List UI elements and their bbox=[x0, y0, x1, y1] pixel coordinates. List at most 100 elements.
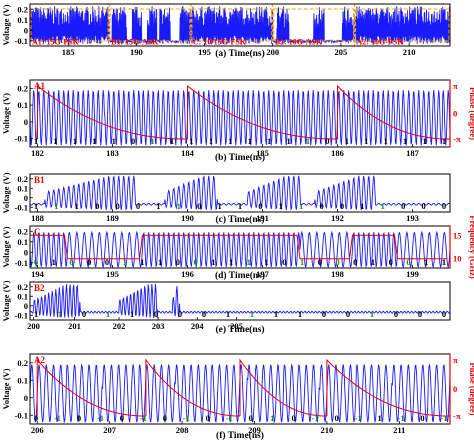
x-tick-label: 208 bbox=[176, 425, 189, 435]
bit-label: 1 bbox=[53, 136, 57, 146]
x-tick-label: 211 bbox=[393, 425, 405, 435]
bit-label: 0 bbox=[353, 257, 357, 267]
bit-label: -1 bbox=[140, 413, 147, 423]
x-tick-label: 193 bbox=[406, 213, 419, 223]
panel-caption: (e) Time(ns) bbox=[216, 324, 265, 335]
y-axis-label: Voltage (V) bbox=[1, 4, 11, 45]
bit-label: 1 bbox=[377, 413, 381, 423]
bit-label: 1 bbox=[158, 257, 162, 267]
bit-label: -1 bbox=[398, 413, 405, 423]
y-tick-label: 0.2 bbox=[17, 174, 28, 184]
bit-label: 1 bbox=[345, 136, 349, 146]
y-tick-label: 0 bbox=[24, 117, 28, 127]
x-tick-label: 209 bbox=[248, 425, 261, 435]
x-tick-label: 205 bbox=[335, 47, 348, 57]
y-tick-label: 0 bbox=[24, 25, 28, 35]
x-tick-label: 191 bbox=[256, 213, 269, 223]
bit-label: 0 bbox=[202, 309, 206, 319]
bit-label: 0 bbox=[87, 257, 91, 267]
segment-label: B2: 10G-ASK bbox=[275, 38, 323, 47]
bit-label: 1 bbox=[267, 136, 271, 146]
segment-box bbox=[30, 8, 109, 42]
bit-label: 0 bbox=[335, 257, 339, 267]
bit-label: 1 bbox=[442, 257, 446, 267]
y-tick-label: -0.1 bbox=[15, 202, 28, 212]
y-tick-label: 0 bbox=[24, 247, 28, 257]
bit-label: 1 bbox=[156, 201, 160, 211]
panel-caption: (a) Time(ns) bbox=[215, 48, 265, 59]
bit-label: 1 bbox=[52, 257, 56, 267]
x-tick-label: 184 bbox=[181, 148, 195, 158]
panel-label: B2 bbox=[34, 283, 45, 293]
bit-label: 0 bbox=[197, 201, 201, 211]
x-tick-label: 210 bbox=[321, 425, 334, 435]
segment-box bbox=[109, 8, 191, 42]
bit-label: 1 bbox=[170, 136, 174, 146]
bit-label: 1 bbox=[112, 136, 116, 146]
y-tick-label: 0.2 bbox=[17, 83, 28, 93]
bit-label: 0 bbox=[163, 413, 167, 423]
bit-label: 0 bbox=[34, 413, 38, 423]
x-tick-label: 207 bbox=[103, 425, 117, 435]
bit-label: 0 bbox=[401, 201, 405, 211]
bit-label: 1 bbox=[58, 309, 62, 319]
bit-label: 1 bbox=[306, 136, 310, 146]
bit-label: 0 bbox=[82, 309, 86, 319]
segment-box bbox=[355, 8, 450, 42]
bit-label: 0 bbox=[418, 309, 422, 319]
bit-label: 0 bbox=[120, 413, 124, 423]
x-tick-label: 188 bbox=[31, 213, 44, 223]
bit-label: 0 bbox=[421, 201, 425, 211]
panel-label: B1 bbox=[34, 175, 45, 185]
frequency-curve bbox=[30, 234, 447, 260]
y-tick-label: 0.2 bbox=[17, 358, 28, 368]
y-tick-label: 0 bbox=[24, 193, 28, 203]
x-tick-label: 190 bbox=[181, 213, 194, 223]
y2-axis-label: Frequency (GHz) bbox=[468, 215, 474, 279]
bit-label: 0 bbox=[325, 136, 329, 146]
x-tick-label: 194 bbox=[31, 269, 45, 279]
bit-label: 1 bbox=[370, 309, 374, 319]
bit-label: 0 bbox=[34, 257, 38, 267]
bit-label: 0 bbox=[206, 413, 210, 423]
y-tick-label: 0 bbox=[24, 301, 28, 311]
bit-label: 0 bbox=[292, 413, 296, 423]
bit-label: 0 bbox=[249, 413, 253, 423]
bit-label: 1 bbox=[248, 136, 252, 146]
x-tick-label: 199 bbox=[406, 269, 419, 279]
bit-label: 0 bbox=[69, 257, 73, 267]
bit-label: 1 bbox=[106, 309, 110, 319]
x-tick-label: 202 bbox=[113, 321, 126, 331]
bit-label: 0 bbox=[115, 201, 119, 211]
bit-label: -1 bbox=[355, 413, 362, 423]
x-tick-label: 210 bbox=[403, 47, 416, 57]
bit-label: 1 bbox=[226, 309, 230, 319]
x-tick-label: 203 bbox=[152, 321, 165, 331]
y-tick-label: -0.1 bbox=[15, 134, 28, 144]
bit-label: 1 bbox=[238, 201, 242, 211]
signal-trace bbox=[29, 90, 451, 146]
bit-label: 0 bbox=[95, 201, 99, 211]
y-axis-label: Voltage (V) bbox=[1, 280, 11, 321]
bit-label: 1 bbox=[360, 201, 364, 211]
y2-axis-label: Phase (degree) bbox=[468, 87, 474, 140]
bit-label: 0 bbox=[131, 136, 135, 146]
phase-curve bbox=[37, 84, 450, 140]
y-tick-label: 0.1 bbox=[17, 183, 28, 193]
bit-label: 0 bbox=[442, 201, 446, 211]
phase-curve bbox=[36, 358, 450, 417]
bit-label: 0 bbox=[394, 309, 398, 319]
panel-caption: (b) Time(ns) bbox=[215, 152, 265, 163]
bit-label: 1 bbox=[286, 136, 290, 146]
bit-label: 1 bbox=[364, 136, 368, 146]
y-tick-label: 0.2 bbox=[17, 282, 28, 292]
bit-label: 1 bbox=[34, 201, 38, 211]
y2-tick-label: π bbox=[453, 355, 458, 365]
bit-label: 0 bbox=[178, 309, 182, 319]
bit-label: 1 bbox=[264, 257, 268, 267]
signal-trace bbox=[29, 230, 451, 269]
bit-label: -1 bbox=[312, 413, 319, 423]
y2-tick-label: -π bbox=[453, 411, 461, 421]
